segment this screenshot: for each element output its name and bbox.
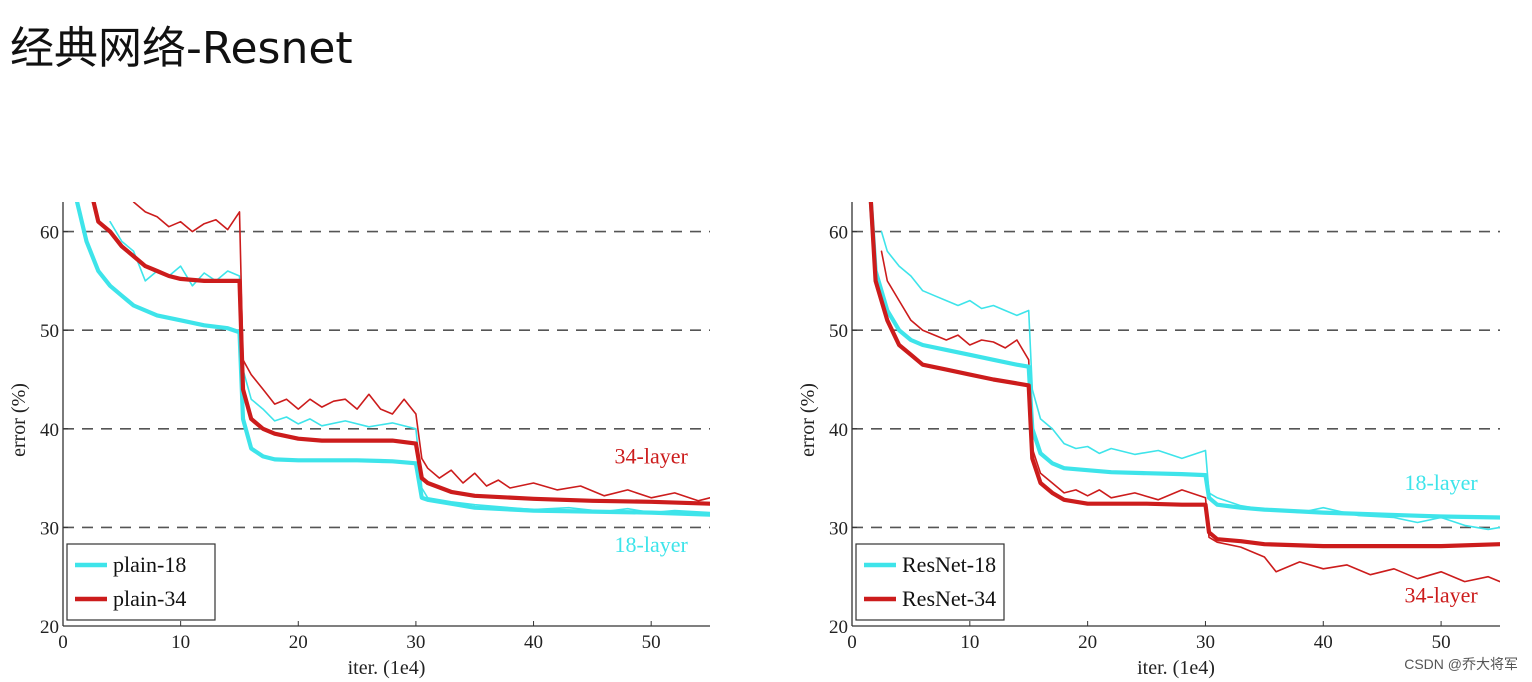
series-group	[74, 202, 710, 517]
legend-label-resnet-34: ResNet-34	[902, 586, 996, 611]
series-line-resnet-34	[868, 202, 1500, 549]
series-line-plain-34-train	[132, 202, 710, 502]
y-tick-label: 20	[829, 617, 848, 638]
annotation-34-layer: 34-layer	[1404, 582, 1478, 607]
legend-box	[855, 543, 1005, 621]
legend-box	[66, 543, 216, 621]
y-tick-label: 30	[829, 518, 848, 539]
annotation-34-layer: 34-layer	[615, 443, 689, 468]
series-group	[868, 202, 1500, 583]
y-tick-label: 40	[40, 420, 59, 441]
x-tick-label: 40	[524, 632, 543, 653]
x-tick-label: 0	[58, 632, 68, 653]
series-line-plain-18	[74, 202, 710, 517]
y-tick-label: 50	[40, 321, 59, 342]
y-tick-label: 20	[40, 617, 59, 638]
x-tick-label: 30	[406, 632, 425, 653]
x-tick-label: 10	[171, 632, 190, 653]
series-line-resnet-34-train	[880, 250, 1500, 583]
x-axis-label: iter. (1e4)	[1137, 657, 1215, 679]
x-tick-label: 10	[960, 632, 979, 653]
x-tick-label: 30	[1196, 632, 1215, 653]
annotation-18-layer: 18-layer	[615, 532, 689, 557]
legend-label-plain-34: plain-34	[113, 586, 186, 611]
y-tick-label: 30	[40, 518, 59, 539]
x-tick-label: 20	[1078, 632, 1097, 653]
y-tick-label: 50	[829, 321, 848, 342]
y-axis-label: error (%)	[8, 383, 30, 457]
y-tick-label: 60	[829, 223, 848, 244]
chart-1: 20 30 40 50 60 0 10 20 30 40 50 iter. (1e4) error (%…	[8, 202, 710, 679]
annotation-18-layer: 18-layer	[1404, 470, 1478, 495]
y-tick-label: 60	[40, 223, 59, 244]
x-tick-label: 0	[847, 632, 857, 653]
x-tick-label: 40	[1314, 632, 1333, 653]
legend-label-resnet-18: ResNet-18	[902, 552, 996, 577]
legend: ResNet-18 ResNet-34	[855, 543, 1005, 621]
legend-label-plain-18: plain-18	[113, 552, 186, 577]
watermark: CSDN @乔大将军	[1404, 656, 1518, 672]
y-axis-label: error (%)	[797, 383, 819, 457]
x-tick-label: 20	[289, 632, 308, 653]
series-line-plain-18-train	[109, 220, 710, 514]
x-tick-label: 50	[1432, 632, 1451, 653]
page-title: 经典网络-Resnet	[10, 23, 353, 74]
legend: plain-18 plain-34	[66, 543, 216, 621]
x-tick-label: 50	[642, 632, 661, 653]
x-axis-label: iter. (1e4)	[348, 657, 426, 679]
series-line-plain-34	[91, 202, 710, 506]
y-tick-label: 40	[829, 420, 848, 441]
series-line-resnet-18	[868, 202, 1500, 520]
chart-2: 20 30 40 50 60 0 10 20 30 40 50 iter. (1e4) error (%…	[797, 202, 1500, 679]
